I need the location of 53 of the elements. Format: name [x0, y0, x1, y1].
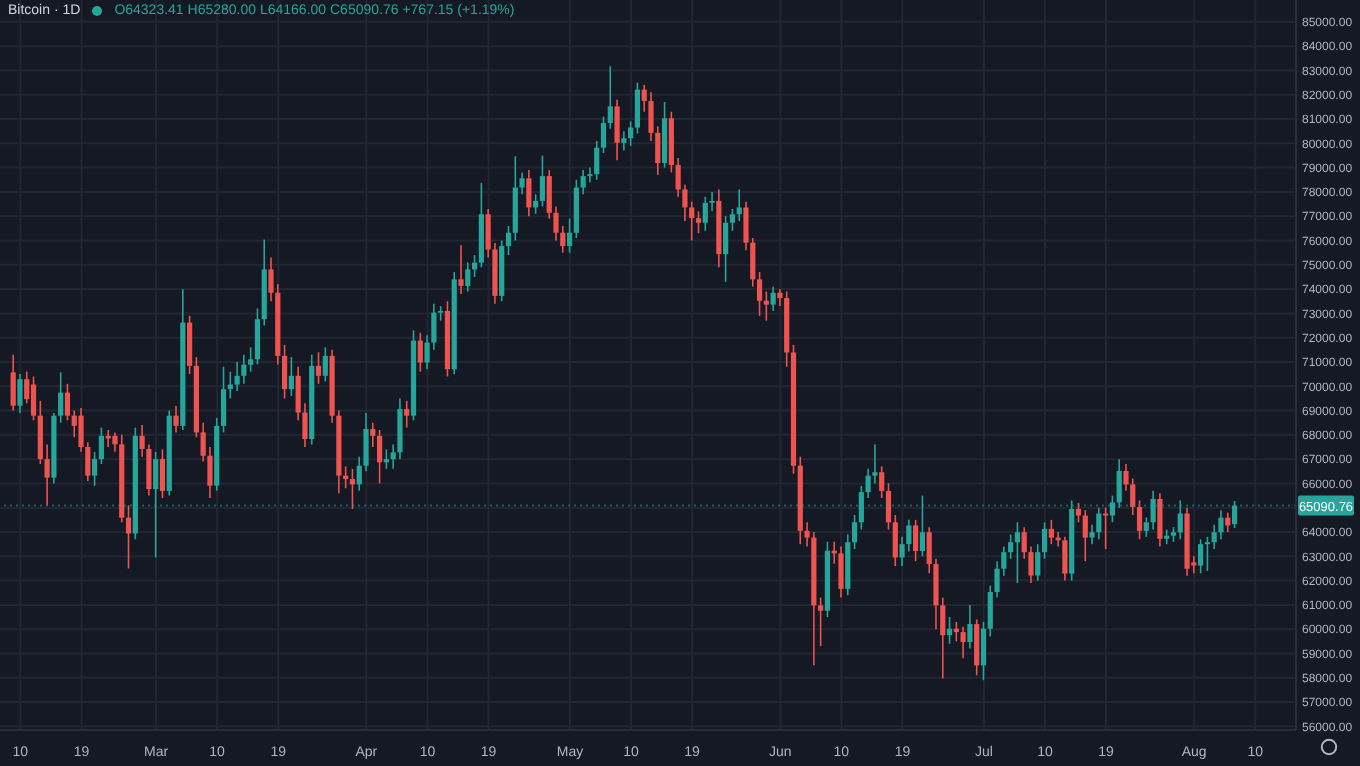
- candlestick: [634, 81, 641, 135]
- candlestick: [974, 618, 980, 677]
- candlestick: [1096, 506, 1102, 541]
- candlestick: [98, 426, 104, 465]
- candlestick: [573, 178, 579, 239]
- candlestick: [1231, 500, 1238, 529]
- candlestick: [458, 244, 464, 295]
- candlestick: [512, 155, 518, 242]
- candlestick: [17, 373, 23, 414]
- candlestick: [288, 356, 294, 397]
- candlestick: [315, 351, 322, 385]
- candlestick: [967, 604, 973, 650]
- candlestick: [1177, 499, 1183, 541]
- candlestick: [566, 217, 573, 254]
- candlestick: [1198, 538, 1204, 575]
- candlestick: [173, 404, 179, 434]
- candlestick: [234, 361, 240, 392]
- candlestick: [614, 98, 620, 162]
- candlestick: [10, 353, 16, 412]
- candlestick: [159, 448, 166, 499]
- candlestick: [526, 169, 532, 218]
- candlestick: [736, 188, 742, 222]
- candlestick: [1082, 509, 1088, 562]
- candlestick: [723, 215, 729, 283]
- candlestick: [404, 400, 410, 429]
- candlestick: [30, 375, 37, 422]
- candlestick: [322, 346, 328, 383]
- candlestick: [919, 494, 926, 558]
- candlestick: [838, 545, 844, 599]
- candlestick: [92, 451, 98, 487]
- candlestick: [702, 195, 708, 232]
- candlestick: [376, 429, 383, 485]
- candlestick: [1048, 519, 1054, 545]
- candlestick: [763, 290, 769, 322]
- candlestick: [153, 451, 159, 559]
- candlestick: [1062, 536, 1068, 582]
- candlestick: [187, 315, 193, 375]
- candlestick: [621, 130, 627, 152]
- candlestick: [695, 210, 702, 235]
- candlestick: [383, 448, 389, 470]
- candlestick: [1218, 509, 1224, 541]
- candlestick: [417, 332, 423, 373]
- candlestick: [539, 154, 546, 208]
- candlestick: [465, 261, 471, 293]
- candlestick: [1157, 492, 1163, 548]
- candlestick: [770, 285, 776, 312]
- candlestick: [1150, 489, 1156, 531]
- candlestick: [241, 353, 247, 385]
- candlestick: [960, 625, 966, 660]
- candlestick: [913, 519, 919, 562]
- candlestick: [661, 101, 668, 169]
- candlestick: [1014, 521, 1021, 584]
- candlestick: [1116, 458, 1122, 509]
